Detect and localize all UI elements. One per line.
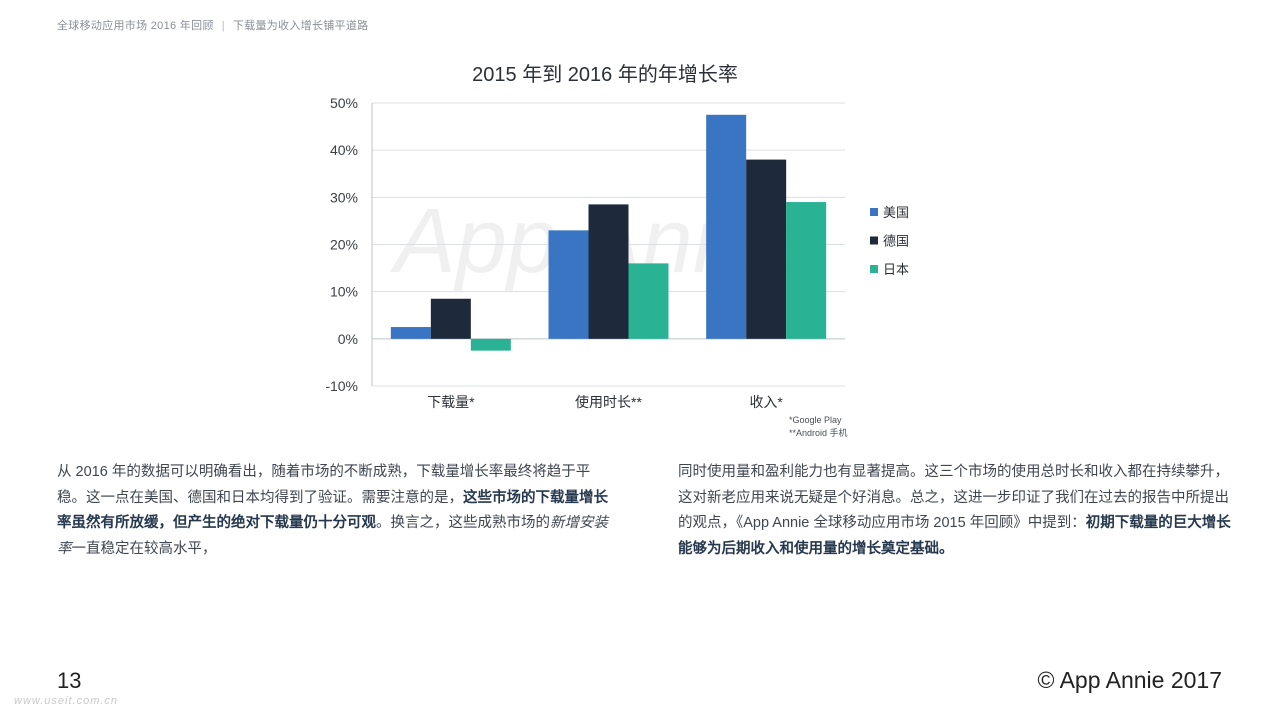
y-tick-label: -10%	[325, 378, 358, 394]
left-italic-text: 新增安装率	[57, 515, 608, 557]
left-bold-text: 这些市场的下载量增长率虽然有所放缓，但产生的绝对下载量仍十分可观	[57, 489, 608, 532]
legend-label: 日本	[883, 262, 909, 277]
header: 全球移动应用市场 2016 年回顾 | 下载量为收入增长铺平道路	[57, 17, 368, 33]
left-paragraph: 从 2016 年的数据可以明确看出，随着市场的不断成熟，下载量增长率最终将趋于平…	[57, 460, 617, 562]
right-text-1: 同时使用量和盈利能力也有显著提高。这三个市场的使用总时长和收入都在持续攀升，这对…	[678, 464, 1229, 531]
copyright: © App Annie 2017	[1037, 667, 1223, 693]
left-text-1: 从 2016 年的数据可以明确看出，随着市场的不断成熟，下载量增长率最终将趋于平…	[57, 464, 591, 506]
bar	[390, 327, 431, 339]
right-paragraph: 同时使用量和盈利能力也有显著提高。这三个市场的使用总时长和收入都在持续攀升，这对…	[678, 460, 1233, 562]
chart-footnote: *Google Play	[789, 415, 842, 425]
bar	[430, 298, 471, 339]
legend-swatch	[870, 265, 878, 273]
y-tick-label: 10%	[330, 284, 358, 300]
y-tick-label: 20%	[330, 237, 358, 253]
legend-label: 美国	[883, 205, 909, 220]
bar	[470, 338, 511, 351]
chart-title: 2015 年到 2016 年的年增长率	[472, 63, 738, 86]
site-watermark: www.useit.com.cn	[14, 695, 119, 707]
page-number: 13	[57, 668, 82, 693]
growth-chart: 2015 年到 2016 年的年增长率 App Annie 50% 40% 30% 20%…	[310, 50, 950, 450]
legend-swatch	[870, 236, 878, 245]
header-section-title: 下载量为收入增长铺平道路	[232, 20, 369, 32]
y-tick-label: 50%	[330, 95, 358, 111]
x-tick-label: 收入*	[749, 394, 783, 410]
header-report-title: 全球移动应用市场 2016 年回顾	[57, 20, 214, 32]
legend-swatch	[870, 208, 878, 216]
left-text-2: 。换言之，这些成熟市场的	[376, 515, 550, 531]
y-tick-label: 0%	[338, 331, 358, 347]
header-separator: |	[221, 20, 225, 32]
x-tick-label: 下载量*	[427, 394, 475, 410]
bar	[628, 263, 669, 339]
bar	[786, 202, 827, 339]
chart-footnote: **Android 手机	[789, 427, 848, 438]
right-bold-text: 初期下载量的巨大增长能够为后期收入和使用量的增长奠定基础。	[678, 515, 1231, 557]
bar	[588, 204, 629, 339]
y-tick-label: 30%	[330, 189, 358, 205]
bar	[706, 114, 747, 339]
legend-label: 德国	[883, 234, 909, 249]
left-text-3: 一直稳定在较高水平，	[71, 540, 217, 557]
bar	[548, 230, 589, 339]
y-tick-label: 40%	[330, 142, 358, 158]
x-tick-label: 使用时长**	[575, 394, 642, 410]
bar	[746, 159, 787, 339]
